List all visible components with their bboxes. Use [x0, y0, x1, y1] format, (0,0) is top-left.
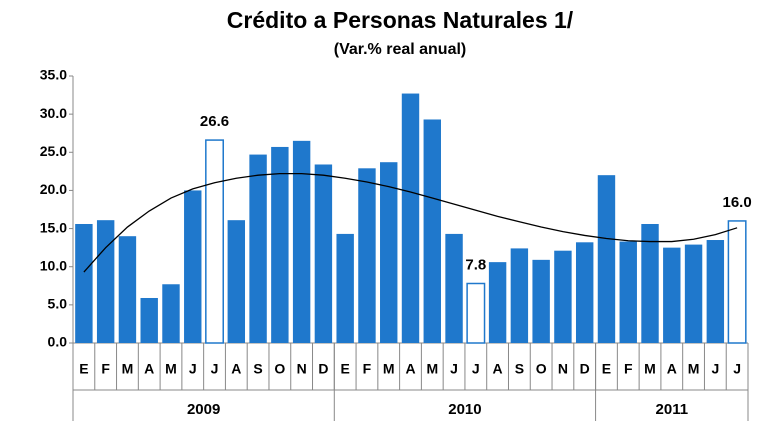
x-tick-label: E [602, 361, 611, 377]
x-tick-label: J [733, 361, 741, 377]
x-tick-label: J [711, 361, 719, 377]
data-label: 7.8 [465, 256, 486, 273]
bar [597, 175, 616, 343]
y-tick-label: 5.0 [48, 296, 68, 312]
group-label: 2010 [448, 401, 481, 418]
bar [118, 236, 137, 343]
data-label: 16.0 [723, 194, 752, 211]
bar [684, 244, 703, 343]
x-tick-label: O [274, 361, 285, 377]
bar [423, 119, 441, 344]
x-tick-label: M [426, 361, 438, 377]
x-tick-label: J [450, 361, 458, 377]
x-tick-label: D [318, 361, 328, 377]
y-tick-label: 30.0 [40, 105, 67, 121]
bar [314, 164, 333, 343]
bar [641, 223, 659, 343]
x-tick-label: M [644, 361, 656, 377]
bar [380, 162, 398, 343]
x-tick-label: N [558, 361, 568, 377]
bar [663, 247, 681, 343]
bar [336, 233, 354, 343]
x-tick-label: F [363, 361, 372, 377]
x-tick-label: A [405, 361, 415, 377]
y-tick-label: 15.0 [40, 219, 67, 235]
x-tick-label: M [122, 361, 134, 377]
x-tick-label: E [79, 361, 88, 377]
bar [575, 242, 594, 343]
x-tick-label: A [493, 361, 503, 377]
x-tick-label: A [231, 361, 241, 377]
x-tick-label: D [580, 361, 590, 377]
x-tick-label: N [297, 361, 307, 377]
trend-line [83, 172, 738, 273]
chart-title: Crédito a Personas Naturales 1/ [227, 7, 574, 33]
bar [271, 146, 289, 343]
bar [466, 282, 486, 344]
x-tick-label: M [383, 361, 395, 377]
group-label: 2011 [656, 401, 689, 418]
y-tick-label: 35.0 [40, 67, 67, 83]
bar [532, 259, 550, 343]
x-tick-label: O [536, 361, 547, 377]
bar [227, 220, 246, 343]
x-tick-label: J [472, 361, 480, 377]
x-tick-label: A [667, 361, 677, 377]
bar [292, 140, 311, 343]
bar [205, 139, 224, 344]
x-tick-label: F [101, 361, 110, 377]
group-label: 2009 [187, 401, 220, 418]
bar [488, 262, 507, 343]
x-tick-label: J [211, 361, 219, 377]
x-tick-label: J [189, 361, 197, 377]
bar [401, 93, 420, 343]
x-tick-label: M [165, 361, 177, 377]
bar [140, 297, 158, 343]
bar [619, 241, 637, 343]
y-tick-label: 0.0 [48, 334, 68, 350]
bar [554, 250, 572, 343]
y-tick-label: 25.0 [40, 143, 67, 159]
chart-subtitle: (Var.% real anual) [334, 41, 467, 58]
bar [445, 233, 463, 343]
bar [75, 223, 93, 343]
x-tick-label: S [253, 361, 262, 377]
bar [510, 248, 529, 343]
y-tick-label: 10.0 [40, 257, 67, 273]
x-tick-label: E [341, 361, 350, 377]
bar [249, 154, 267, 343]
bar [184, 190, 202, 343]
data-label: 26.6 [200, 113, 229, 130]
bar [358, 168, 376, 343]
x-tick-label: F [624, 361, 633, 377]
x-tick-label: A [144, 361, 154, 377]
bar [96, 220, 115, 343]
bar [706, 240, 725, 343]
x-tick-label: M [688, 361, 700, 377]
x-tick-label: S [515, 361, 524, 377]
bar [162, 284, 180, 343]
bar [727, 220, 747, 344]
y-tick-label: 20.0 [40, 181, 67, 197]
